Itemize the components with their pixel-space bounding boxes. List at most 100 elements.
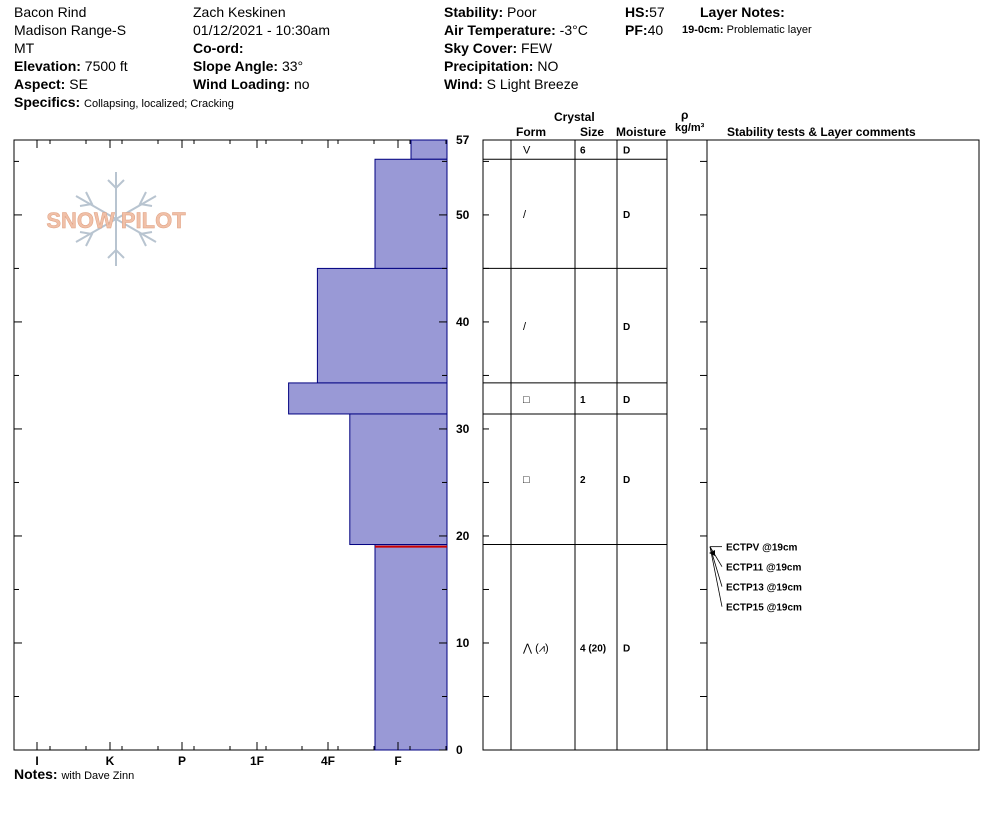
specifics-label: Specifics:: [14, 94, 81, 110]
crystal-form: V: [523, 145, 531, 157]
precipitation-row: Precipitation: NO: [444, 57, 558, 75]
stability-test-pointer: [709, 546, 723, 567]
aspect-value: SE: [69, 76, 88, 92]
form-header: Form: [516, 125, 546, 139]
moisture-value: D: [623, 322, 630, 333]
aspect-label: Aspect:: [14, 76, 66, 92]
crystal-size: 1: [580, 395, 586, 406]
hs-label: HS:: [625, 4, 650, 20]
hardness-label: I: [35, 754, 38, 768]
hardness-bar: [374, 158, 448, 269]
crystal-form: □: [523, 474, 530, 486]
density-symbol: ρ: [681, 108, 689, 122]
elevation-row: Elevation: 7500 ft: [14, 57, 128, 75]
crystal-form: ⋀ (⩘): [522, 642, 549, 654]
crystal-form: /: [523, 209, 527, 221]
slope-angle-label: Slope Angle:: [193, 58, 279, 74]
layer-notes-title: Layer Notes:: [700, 4, 785, 20]
hardness-label: 4F: [321, 754, 335, 768]
hardness-bar: [374, 544, 448, 751]
air-temperature-label: Air Temperature:: [444, 22, 556, 38]
stability-label: Stability:: [444, 4, 504, 20]
hardness-label: K: [106, 754, 115, 768]
wind-loading-value: no: [293, 76, 310, 92]
depth-label: 10: [456, 636, 470, 650]
elevation-label: Elevation:: [14, 58, 81, 74]
location-name: Bacon Rind: [14, 4, 87, 20]
hardness-label: P: [178, 754, 186, 768]
density-unit: kg/m³: [675, 122, 705, 134]
moisture-header: Moisture: [616, 125, 667, 139]
precipitation-value: NO: [537, 58, 559, 74]
depth-label: 20: [456, 529, 470, 543]
depth-label: 0: [456, 743, 463, 757]
state: MT: [14, 40, 35, 56]
sky-cover-row: Sky Cover: FEW: [444, 39, 552, 57]
crystal-form: /: [523, 321, 527, 333]
layer-table-frame: [482, 139, 980, 751]
precipitation-label: Precipitation:: [444, 58, 534, 74]
crystal-size: 4 (20): [580, 643, 606, 654]
layer-notes-range: 19-0cm:: [682, 24, 724, 36]
slope-angle-value: 33°: [281, 58, 304, 74]
sky-cover-label: Sky Cover:: [444, 40, 518, 56]
depth-label: 57: [456, 133, 470, 147]
moisture-value: D: [623, 395, 630, 406]
aspect-row: Aspect: SE: [14, 75, 88, 93]
observer-name: Zach Keskinen: [193, 4, 286, 20]
moisture-value: D: [623, 210, 630, 221]
coord-row: Co-ord:: [193, 39, 244, 57]
wind-loading-label: Wind Loading:: [193, 76, 291, 92]
wind-label: Wind:: [444, 76, 483, 92]
moisture-value: D: [623, 643, 630, 654]
layer-notes-text: Problematic layer: [726, 24, 812, 36]
pf-value: 40: [647, 22, 664, 38]
hs-row: HS:57: [625, 3, 665, 21]
stability-test-arrowhead: [709, 550, 715, 556]
hardness-label: 1F: [250, 754, 264, 768]
moisture-value: D: [623, 475, 630, 486]
observation-datetime: 01/12/2021 - 10:30am: [193, 22, 330, 38]
wind-value: S Light Breeze: [486, 76, 579, 92]
snowpilot-logo-text: SNOW PILOT: [46, 208, 186, 233]
sky-cover-value: FEW: [521, 40, 553, 56]
notes-label: Notes:: [14, 766, 58, 782]
depth-label: 40: [456, 315, 470, 329]
depth-label: 50: [456, 208, 470, 222]
coord-label: Co-ord:: [193, 40, 244, 56]
mountain-range: Madison Range-S: [14, 22, 127, 38]
pf-row: PF:40: [625, 21, 663, 39]
stability-test-result: ECTP15 @19cm: [726, 603, 802, 614]
specifics-row: Specifics: Collapsing, localized; Cracki…: [14, 93, 234, 113]
slope-angle-row: Slope Angle: 33°: [193, 57, 303, 75]
layer-notes-row: 19-0cm: Problematic layer: [682, 24, 812, 36]
air-temperature-value: -3°C: [559, 22, 588, 38]
specifics-value: Collapsing, localized; Cracking: [84, 98, 234, 110]
moisture-value: D: [623, 146, 630, 157]
stability-test-pointer: [709, 546, 723, 607]
notes-value: with Dave Zinn: [61, 770, 135, 782]
crystal-header: Crystal: [554, 110, 595, 124]
snowpilot-logo: [75, 172, 157, 266]
pf-label: PF:: [625, 22, 648, 38]
stability-value: Poor: [507, 4, 537, 20]
hardness-label: F: [394, 754, 401, 768]
stability-test-result: ECTP11 @19cm: [726, 563, 801, 574]
stability-row: Stability: Poor: [444, 3, 537, 21]
hs-value: 57: [649, 4, 665, 20]
air-temperature-row: Air Temperature: -3°C: [444, 21, 588, 39]
elevation-value: 7500 ft: [84, 58, 128, 74]
crystal-form: □: [523, 394, 530, 406]
hardness-bar: [316, 267, 448, 384]
hardness-bar: [410, 139, 448, 160]
hardness-bar: [288, 382, 448, 415]
stability-test-result: ECTP13 @19cm: [726, 583, 802, 594]
size-header: Size: [580, 125, 605, 139]
notes-row: Notes: with Dave Zinn: [14, 766, 134, 782]
crystal-size: 6: [580, 146, 586, 157]
comments-header: Stability tests & Layer comments: [727, 125, 916, 139]
stability-test-result: ECTPV @19cm: [726, 543, 798, 554]
crystal-size: 2: [580, 475, 586, 486]
wind-row: Wind: S Light Breeze: [444, 75, 578, 93]
